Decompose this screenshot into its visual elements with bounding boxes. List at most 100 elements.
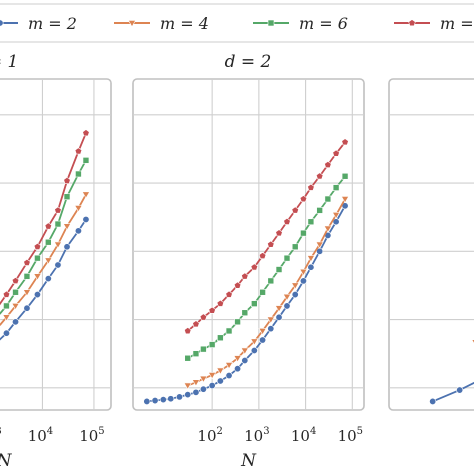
data-point (44, 275, 52, 283)
data-point (23, 273, 31, 280)
data-point (82, 215, 90, 223)
legend: m = 2 m = 4 m = 6 m = 8 (0, 3, 474, 43)
data-point (266, 316, 275, 324)
legend-entry-m6: m = 6 (253, 14, 348, 33)
data-point (267, 325, 275, 333)
data-point (200, 345, 207, 353)
data-point (275, 266, 283, 273)
data-point (341, 138, 349, 146)
tick-base: 10 (244, 427, 263, 445)
series-m4 (183, 196, 350, 390)
data-point (291, 282, 300, 290)
tick-exponent: 3 (0, 426, 2, 437)
data-point (184, 354, 192, 362)
data-point (74, 227, 82, 235)
gridlines (0, 79, 111, 410)
tick-base: 10 (197, 427, 216, 445)
data-point (241, 357, 249, 365)
data-point (316, 207, 323, 214)
data-point (192, 320, 200, 328)
data-point (315, 241, 324, 249)
data-point (291, 243, 299, 251)
data-point (306, 255, 316, 263)
x-tick-label: 105 (79, 426, 104, 445)
plot-area (388, 78, 474, 411)
data-point (234, 365, 242, 373)
data-point (341, 172, 349, 180)
data-point (259, 336, 267, 344)
data-point (283, 302, 291, 310)
data-point (12, 288, 19, 296)
legend-marker-icon (408, 19, 416, 27)
data-point (234, 318, 241, 326)
legend-marker-icon (127, 20, 137, 28)
data-point (283, 254, 291, 262)
data-point (199, 313, 208, 321)
data-point (63, 243, 71, 251)
data-point (258, 328, 267, 336)
data-point (12, 318, 20, 326)
legend-entry-m4: m = 4 (114, 14, 209, 33)
data-point (2, 314, 11, 322)
series-m8 (184, 138, 349, 335)
data-point (208, 372, 217, 380)
x-tick-label: 102 (197, 426, 222, 445)
series-m6 (0, 157, 90, 321)
data-point (159, 396, 167, 404)
x-tick-label: 103 (0, 426, 2, 445)
gridlines (133, 79, 364, 410)
data-point (259, 288, 266, 296)
data-point (11, 277, 20, 285)
data-point (33, 242, 42, 250)
series-m4 (0, 191, 91, 328)
tick-exponent: 3 (263, 426, 269, 437)
data-point (208, 341, 216, 348)
data-point (54, 220, 62, 228)
data-point (143, 397, 151, 405)
data-point (225, 290, 233, 298)
tick-exponent: 4 (47, 426, 53, 437)
data-point (250, 338, 259, 346)
data-point (192, 388, 200, 396)
data-point (233, 281, 242, 289)
tick-exponent: 5 (98, 426, 104, 437)
legend-label: m = 4 (160, 14, 209, 33)
data-point (34, 254, 41, 262)
data-point (275, 229, 283, 237)
legend-label: m = 2 (28, 14, 77, 33)
tick-exponent: 4 (310, 426, 316, 437)
data-point (44, 222, 53, 230)
data-point (151, 397, 159, 405)
data-point (340, 196, 350, 204)
data-point (315, 172, 324, 180)
data-point (3, 302, 10, 310)
data-point (74, 205, 83, 213)
data-point (283, 217, 291, 225)
data-point (33, 291, 41, 299)
series-m6 (184, 172, 349, 362)
data-point (45, 238, 52, 246)
x-axis-label: N (240, 451, 257, 471)
series-layer (0, 129, 91, 344)
series-m2 (143, 202, 349, 405)
data-point (307, 263, 315, 271)
legend-marker-icon (267, 19, 275, 27)
data-point (267, 240, 275, 248)
data-point (324, 161, 332, 169)
legend-entry-m2: m = 2 (0, 14, 77, 33)
x-axis-label: N (0, 451, 13, 471)
data-point (53, 241, 63, 249)
data-point (299, 195, 308, 203)
data-point (267, 277, 275, 285)
data-point (63, 193, 71, 201)
data-point (81, 191, 91, 199)
panels: d = 1103104105Nd = 2102103104105N102103 (0, 52, 474, 471)
data-point (251, 300, 258, 307)
x-tick-label: 103 (244, 426, 269, 445)
tick-base: 10 (338, 427, 357, 445)
data-point (299, 277, 307, 285)
data-point (429, 397, 437, 405)
data-point (184, 391, 192, 399)
